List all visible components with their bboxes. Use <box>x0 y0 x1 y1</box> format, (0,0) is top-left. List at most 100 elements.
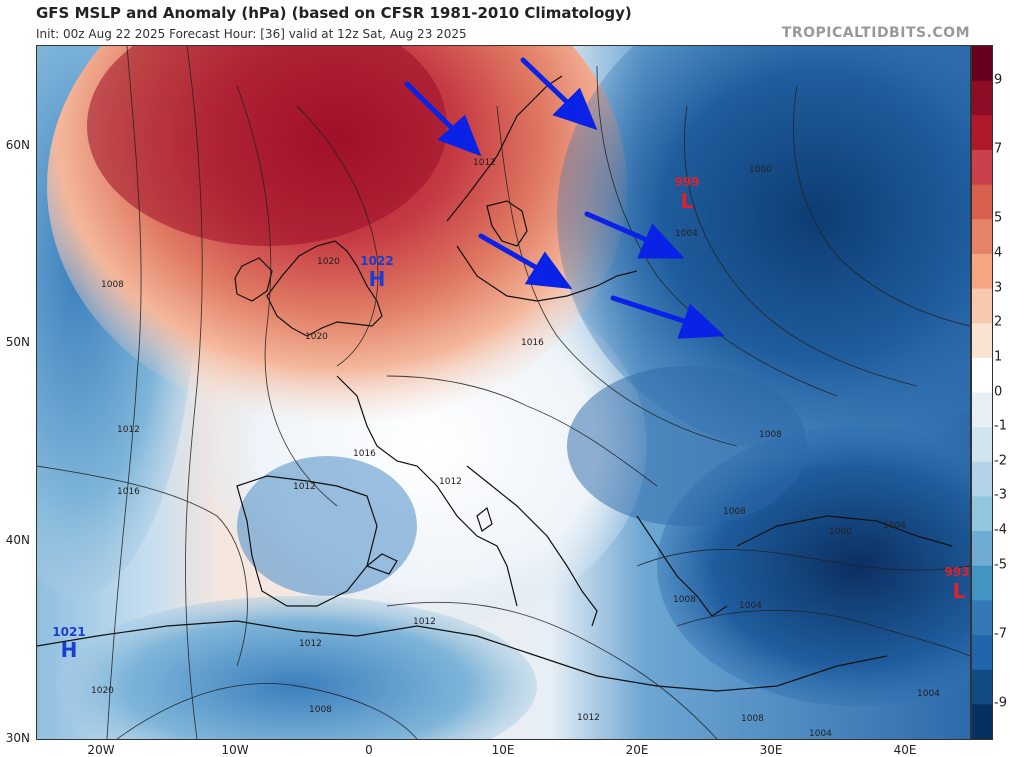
isobar-label: 1004 <box>917 689 940 699</box>
colorbar-swatch <box>972 115 992 151</box>
pressure-center-high-uk: 1022 H <box>360 254 393 291</box>
isobar-label: 1020 <box>91 686 114 696</box>
isobar-label: 1008 <box>759 430 782 440</box>
isobar-label: 1020 <box>305 332 328 342</box>
high-marker: H <box>369 267 386 291</box>
isobar-label: 1020 <box>317 257 340 267</box>
isobar-label: 1004 <box>675 229 698 239</box>
isobar-label: 1016 <box>353 449 376 459</box>
colorbar-swatch <box>972 288 992 324</box>
isobar-label: 1008 <box>101 280 124 290</box>
source-watermark: TROPICALTIDBITS.COM <box>781 25 970 41</box>
colorbar-swatch <box>972 253 992 290</box>
colorbar-swatch <box>972 219 992 255</box>
center-value: 993 <box>944 565 969 579</box>
colorbar-swatch <box>972 427 992 463</box>
colorbar-swatch <box>972 704 992 740</box>
pressure-center-high-atlantic: 1021 H <box>52 625 85 662</box>
colorbar-tick-label: -9 <box>994 695 1007 711</box>
negative-anomaly-region <box>237 456 417 596</box>
high-marker: H <box>61 638 78 662</box>
flow-arrow <box>404 81 458 134</box>
low-marker: L <box>953 579 966 603</box>
colorbar-swatch <box>972 565 992 601</box>
pressure-center-low-baltic: 999 L <box>674 175 699 213</box>
flow-arrow <box>610 295 690 325</box>
isobar-label: 1016 <box>117 487 140 497</box>
longitude-label: 30E <box>759 743 783 757</box>
pressure-center-low-caucasus: 993 L <box>944 565 969 603</box>
latitude-label: 40N <box>5 533 30 547</box>
colorbar-swatch <box>972 184 992 220</box>
isobar-label: 1012 <box>577 713 600 723</box>
negative-anomaly-region <box>557 46 970 456</box>
isobar-label: 1016 <box>521 338 544 348</box>
colorbar-swatch <box>972 323 992 359</box>
longitude-label: 10E <box>491 743 515 757</box>
colorbar-swatch <box>972 635 992 671</box>
latitude-label: 30N <box>5 731 30 745</box>
latitude-label: 50N <box>5 335 30 349</box>
colorbar-tick-label: 2 <box>994 314 1003 330</box>
colorbar-swatch <box>972 80 992 116</box>
colorbar-swatch <box>972 46 992 82</box>
negative-anomaly-region <box>57 596 537 739</box>
colorbar-swatch <box>972 669 992 705</box>
low-marker: L <box>681 189 694 213</box>
arrow-head <box>637 223 685 259</box>
longitude-label: 40E <box>893 743 917 757</box>
center-value: 1021 <box>52 625 85 639</box>
isobar-label: 1000 <box>829 527 852 537</box>
flow-arrows <box>404 57 726 339</box>
negative-anomaly-region <box>567 366 807 526</box>
isobar-label: 1012 <box>299 639 322 649</box>
isobar-label: 1004 <box>739 601 762 611</box>
isobar-label: 1004 <box>809 729 832 739</box>
isobar-label: 1004 <box>883 521 906 531</box>
isobar-label: 1000 <box>749 165 772 175</box>
colorbar-swatch <box>972 531 992 567</box>
colorbar-swatch <box>972 149 992 186</box>
arrow-head <box>524 251 573 290</box>
colorbar-tick-label: -1 <box>994 418 1007 434</box>
isobar-label: 1008 <box>673 595 696 605</box>
positive-anomaly-core <box>87 46 447 246</box>
isobars <box>37 46 970 739</box>
arrow-head <box>437 114 482 157</box>
coastlines <box>37 75 953 692</box>
longitude-label: 20E <box>625 743 649 757</box>
isobar-labels: 1012 1008 1020 1020 1016 1012 1016 1012 … <box>91 158 940 739</box>
longitude-label: 0 <box>365 743 373 757</box>
colorbar-swatch <box>972 357 992 393</box>
colorbar-tick-label: -2 <box>994 453 1007 469</box>
flow-arrow <box>478 233 540 271</box>
arrow-head <box>677 303 726 339</box>
colorbar-tick-label: 1 <box>994 349 1003 365</box>
flow-arrow <box>520 57 572 107</box>
anomaly-map: 1012 1008 1020 1020 1016 1012 1016 1012 … <box>37 46 970 739</box>
center-value: 999 <box>674 175 699 189</box>
colorbar-swatches <box>972 46 992 740</box>
flow-arrow <box>584 211 650 243</box>
chart-subtitle: Init: 00z Aug 22 2025 Forecast Hour: [36… <box>36 27 467 41</box>
colorbar-tick-label: 4 <box>994 245 1003 261</box>
latitude-label: 60N <box>5 138 30 152</box>
colorbar-swatch <box>972 392 992 428</box>
colorbar-tick-label: 3 <box>994 280 1003 296</box>
colorbar-tick-label: -3 <box>994 487 1007 503</box>
map-panel: 1012 1008 1020 1020 1016 1012 1016 1012 … <box>36 45 971 740</box>
isobar-label: 1008 <box>309 705 332 715</box>
isobar-label: 1012 <box>413 617 436 627</box>
colorbar-tick-label: -4 <box>994 522 1007 538</box>
colorbar-tick-label: -7 <box>994 626 1007 642</box>
anomaly-colorbar <box>971 45 993 740</box>
colorbar-tick-label: -5 <box>994 557 1007 573</box>
isobar-label: 1008 <box>723 507 746 517</box>
arrow-head <box>552 87 598 131</box>
colorbar-tick-label: 7 <box>994 141 1003 157</box>
isobar-label: 1012 <box>439 477 462 487</box>
isobar-label: 1008 <box>741 714 764 724</box>
center-value: 1022 <box>360 254 393 268</box>
longitude-label: 20W <box>87 743 115 757</box>
colorbar-swatch <box>972 461 992 497</box>
